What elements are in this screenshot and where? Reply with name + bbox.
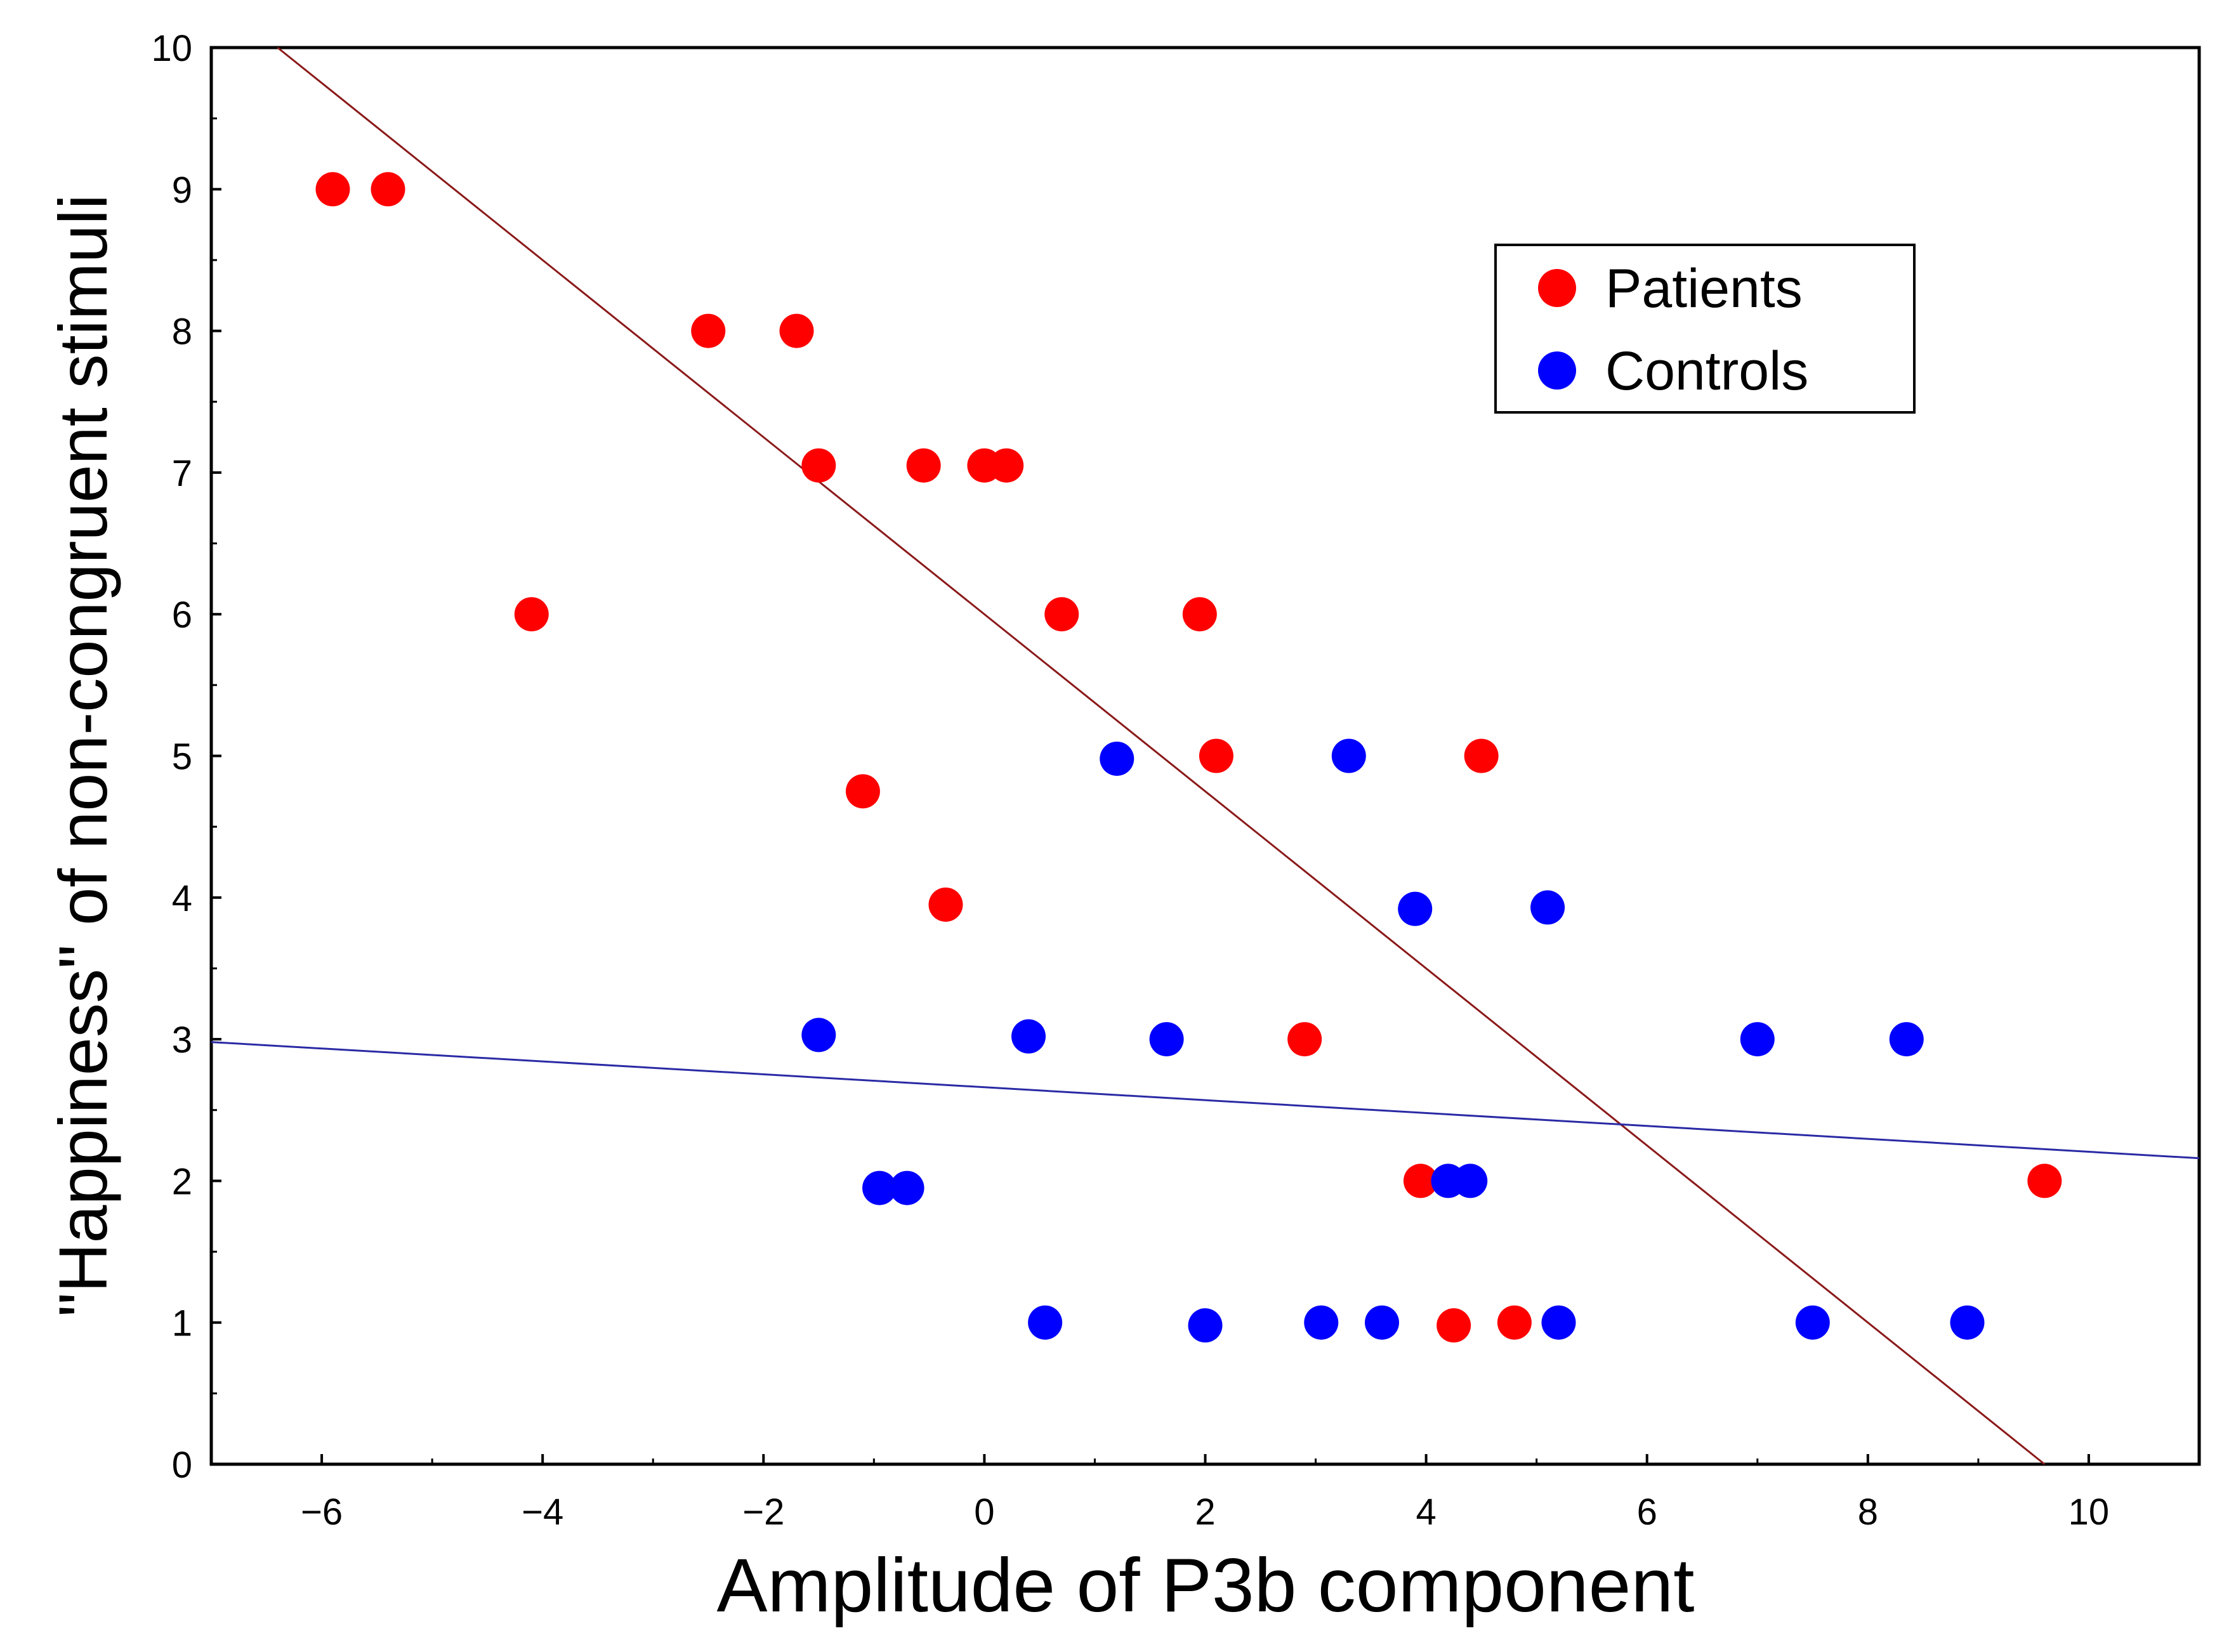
point-controls <box>1364 1305 1399 1340</box>
y-tick-label: 10 <box>151 28 192 69</box>
point-controls <box>1950 1305 1985 1340</box>
point-patients <box>514 597 549 632</box>
point-patients <box>1287 1022 1322 1057</box>
point-patients <box>1199 738 1233 773</box>
point-controls <box>801 1018 836 1052</box>
y-tick-label: 0 <box>172 1445 192 1486</box>
x-tick-label: 2 <box>1195 1491 1215 1533</box>
point-patients <box>1497 1305 1532 1340</box>
point-controls <box>890 1170 924 1205</box>
point-controls <box>1028 1305 1063 1340</box>
point-patients <box>1182 597 1217 632</box>
point-patients <box>371 172 405 207</box>
point-controls <box>1530 890 1565 925</box>
y-tick-label: 6 <box>172 594 192 636</box>
point-controls <box>1795 1305 1830 1340</box>
point-patients <box>1403 1164 1438 1198</box>
point-patients <box>801 448 836 483</box>
y-tick-label: 4 <box>172 878 192 919</box>
legend: Patients Controls <box>1494 244 1916 414</box>
x-tick-label: 6 <box>1637 1491 1657 1533</box>
y-axis: 0 1 2 3 4 5 6 7 8 9 10 <box>151 28 221 1486</box>
legend-label-patients: Patients <box>1605 258 1803 319</box>
point-patients <box>1044 597 1079 632</box>
fit-lines <box>211 46 2200 1465</box>
y-tick-label: 2 <box>172 1161 192 1202</box>
point-controls <box>1889 1022 1924 1057</box>
x-axis-title: Amplitude of P3b component <box>717 1543 1695 1628</box>
point-controls <box>862 1170 897 1205</box>
y-tick-label: 7 <box>172 453 192 494</box>
legend-marker-controls <box>1538 351 1576 390</box>
point-controls <box>1304 1305 1339 1340</box>
point-controls <box>1100 741 1134 776</box>
legend-marker-patients <box>1538 269 1576 307</box>
point-patients <box>691 313 726 348</box>
point-controls <box>1149 1022 1184 1057</box>
point-controls <box>1541 1305 1576 1340</box>
fit-line-controls <box>211 1041 2200 1160</box>
x-tick-label: 10 <box>2068 1491 2110 1533</box>
point-patients <box>2027 1164 2062 1198</box>
x-tick-label: 8 <box>1858 1491 1878 1533</box>
point-patients <box>779 313 814 348</box>
point-controls <box>1188 1308 1223 1343</box>
y-tick-label: 5 <box>172 737 192 778</box>
legend-label-controls: Controls <box>1605 341 1808 402</box>
x-tick-label: −2 <box>742 1491 784 1533</box>
point-controls <box>1011 1019 1046 1054</box>
point-controls <box>1331 738 1366 773</box>
point-patients <box>1437 1308 1471 1343</box>
point-patients <box>906 448 941 483</box>
y-axis-title: "Happiness" of non-congruent stimuli <box>44 194 121 1317</box>
y-tick-label: 3 <box>172 1019 192 1061</box>
x-tick-label: −4 <box>522 1491 563 1533</box>
point-controls <box>1740 1022 1775 1057</box>
y-tick-label: 9 <box>172 169 192 211</box>
y-tick-label: 1 <box>172 1303 192 1344</box>
point-patients <box>315 172 350 207</box>
data-points <box>315 172 2062 1343</box>
point-patients <box>1464 738 1499 773</box>
point-patients <box>845 774 880 809</box>
point-patients <box>989 448 1024 483</box>
x-tick-label: 0 <box>974 1491 994 1533</box>
point-controls <box>1398 891 1433 926</box>
fit-line-patients <box>277 46 2046 1465</box>
point-controls <box>1453 1164 1488 1198</box>
x-tick-label: −6 <box>301 1491 343 1533</box>
x-tick-label: 4 <box>1416 1491 1436 1533</box>
point-patients <box>928 887 963 922</box>
x-axis: −6 −4 −2 0 2 4 6 8 10 <box>301 1454 2109 1533</box>
y-tick-label: 8 <box>172 311 192 353</box>
